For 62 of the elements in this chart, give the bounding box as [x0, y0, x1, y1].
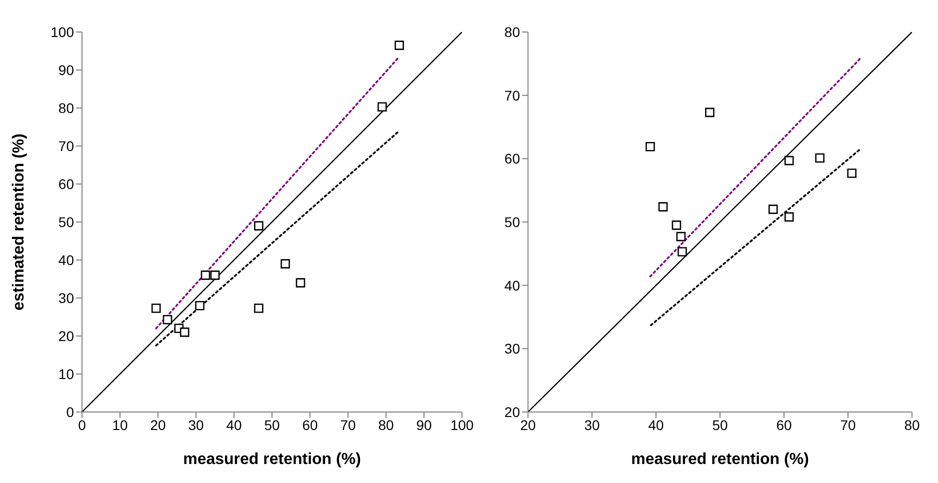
point	[162, 315, 172, 324]
point	[280, 259, 290, 268]
y-tick-label: 100	[50, 24, 74, 40]
point	[768, 204, 778, 214]
y-tick-label: 30	[504, 340, 520, 357]
x-tick-label: 30	[188, 416, 204, 433]
y-tick-label: 90	[58, 62, 74, 78]
y-tick-label: 20	[58, 328, 74, 344]
y-tick-label: 40	[58, 252, 74, 268]
x-axis-title: measured retention (%)	[631, 451, 809, 468]
x-axis-title: measured retention (%)	[183, 451, 361, 468]
y-tick-label: 0	[66, 404, 74, 420]
y-tick-label: 60	[58, 176, 74, 192]
point	[678, 247, 687, 256]
point	[180, 328, 190, 337]
x-tick-label: 100	[450, 416, 474, 433]
x-tick-label: 10	[112, 416, 128, 433]
y-tick-label: 20	[504, 404, 520, 420]
y-tick-label: 60	[504, 150, 520, 167]
y-tick-label: 80	[504, 24, 520, 40]
x-tick-label: 70	[840, 416, 856, 433]
y-tick-label: 10	[58, 366, 74, 382]
y-tick-label: 70	[504, 87, 520, 104]
x-tick-label: 60	[302, 416, 318, 433]
x-tick-label: 40	[648, 416, 664, 433]
point	[676, 232, 686, 242]
x-tick-label: 20	[150, 416, 166, 433]
point	[195, 300, 204, 310]
point	[658, 202, 668, 212]
x-tick-label: 50	[264, 416, 280, 433]
y-tick-label: 50	[58, 214, 74, 230]
point	[705, 108, 714, 118]
x-tick-label: 60	[776, 416, 792, 433]
x-tick-label: 90	[416, 416, 432, 433]
x-tick-label: 30	[584, 416, 600, 433]
x-tick-label: 70	[340, 416, 356, 433]
point	[784, 156, 794, 166]
point	[394, 40, 404, 50]
point	[672, 220, 682, 230]
x-tick-label: 80	[904, 416, 920, 433]
point	[646, 142, 655, 152]
point	[784, 212, 794, 222]
x-tick-label: 20	[520, 416, 536, 433]
y-tick-label: 30	[58, 290, 74, 306]
point	[815, 153, 824, 163]
x-tick-label: 40	[226, 416, 242, 433]
y-axis-title: estimated retention (%)	[10, 134, 28, 310]
x-tick-label: 80	[378, 416, 394, 433]
y-tick-label: 50	[504, 214, 520, 230]
y-tick-label: 70	[58, 138, 74, 154]
point	[847, 168, 856, 178]
x-tick-label: 50	[712, 416, 728, 433]
point	[378, 102, 387, 112]
point	[151, 304, 161, 313]
x-tick-label: 0	[78, 416, 86, 433]
point	[296, 278, 306, 288]
point	[254, 304, 264, 313]
point	[210, 270, 220, 280]
point	[200, 270, 210, 280]
y-tick-label: 80	[58, 100, 74, 116]
y-tick-label: 40	[504, 277, 520, 294]
point	[254, 221, 264, 230]
